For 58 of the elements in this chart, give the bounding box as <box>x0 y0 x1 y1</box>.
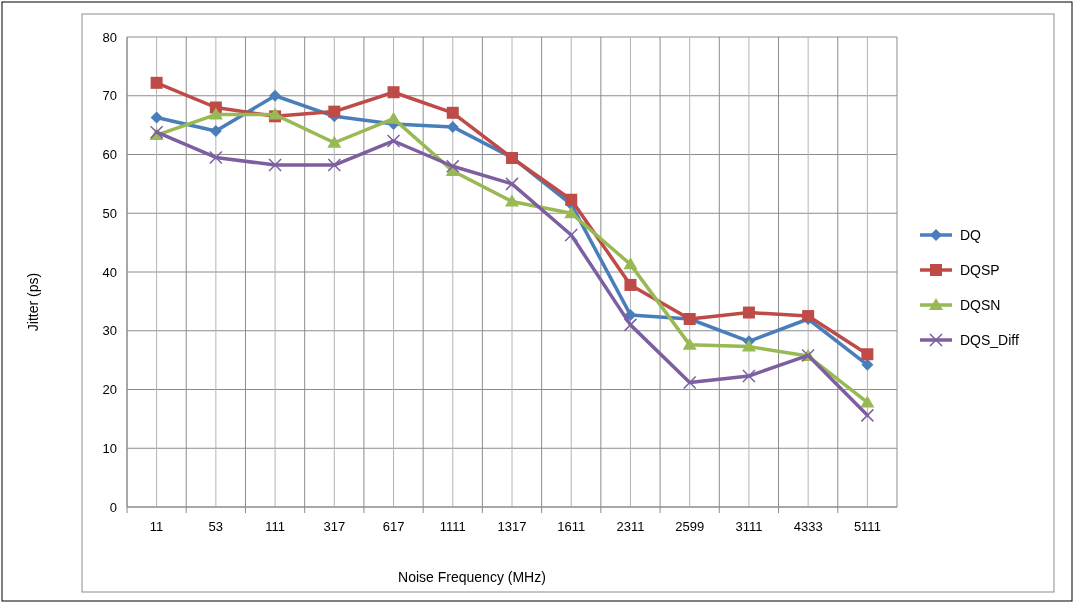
point <box>741 339 756 352</box>
x-tick-label: 1611 <box>557 519 586 534</box>
point <box>386 134 401 148</box>
y-tick-label: 40 <box>102 264 117 280</box>
x-tick-label: 1111 <box>439 519 466 534</box>
point <box>682 337 697 350</box>
y-tick-label: 60 <box>102 147 117 163</box>
point <box>327 135 342 148</box>
y-tick-label: 70 <box>102 88 117 104</box>
point <box>861 348 874 361</box>
point <box>623 257 638 270</box>
point <box>860 395 875 408</box>
point <box>446 106 459 119</box>
x-tick-label: 317 <box>323 519 346 534</box>
point <box>386 111 401 124</box>
x-tick-label: 11 <box>149 519 164 534</box>
legend-label: DQSN <box>960 296 1001 313</box>
point <box>860 408 875 423</box>
point <box>505 177 519 191</box>
y-tick-label: 20 <box>102 382 117 398</box>
y-tick-label: 50 <box>102 205 117 221</box>
point <box>268 158 282 172</box>
y-axis-title: Jitter (ps) <box>25 272 41 332</box>
point <box>742 306 755 319</box>
x-tick-label: 2599 <box>675 519 705 534</box>
point <box>208 107 223 120</box>
point <box>564 206 579 219</box>
point <box>682 375 697 390</box>
legend-label: DQS_Diff <box>960 331 1019 348</box>
point <box>505 194 519 207</box>
point <box>150 76 163 89</box>
point <box>209 150 223 165</box>
x-tick-label: 5111 <box>853 519 881 534</box>
point <box>269 89 282 102</box>
point <box>742 369 756 383</box>
point <box>209 125 222 137</box>
y-tick-label: 30 <box>102 323 117 339</box>
legend-label: DQSP <box>960 261 1000 278</box>
x-tick-label: 111 <box>265 519 285 534</box>
point <box>565 193 578 206</box>
x-tick-label: 617 <box>382 519 405 534</box>
x-tick-label: 4333 <box>793 519 823 534</box>
point <box>328 105 341 118</box>
x-tick-label: 53 <box>208 519 224 534</box>
point <box>446 159 460 173</box>
point <box>387 86 400 99</box>
y-tick-label: 10 <box>102 440 117 456</box>
y-tick-label: 0 <box>109 499 117 515</box>
x-tick-label: 3111 <box>735 519 763 534</box>
x-tick-label: 1317 <box>497 519 527 534</box>
y-tick-label: 80 <box>102 29 117 45</box>
point <box>327 158 342 172</box>
x-axis-title: Noise Frequency (MHz) <box>398 569 546 585</box>
point <box>150 111 163 124</box>
x-tick-label: 2311 <box>616 519 645 534</box>
point <box>624 278 637 291</box>
legend-label: DQ <box>960 226 982 243</box>
point <box>623 318 638 332</box>
